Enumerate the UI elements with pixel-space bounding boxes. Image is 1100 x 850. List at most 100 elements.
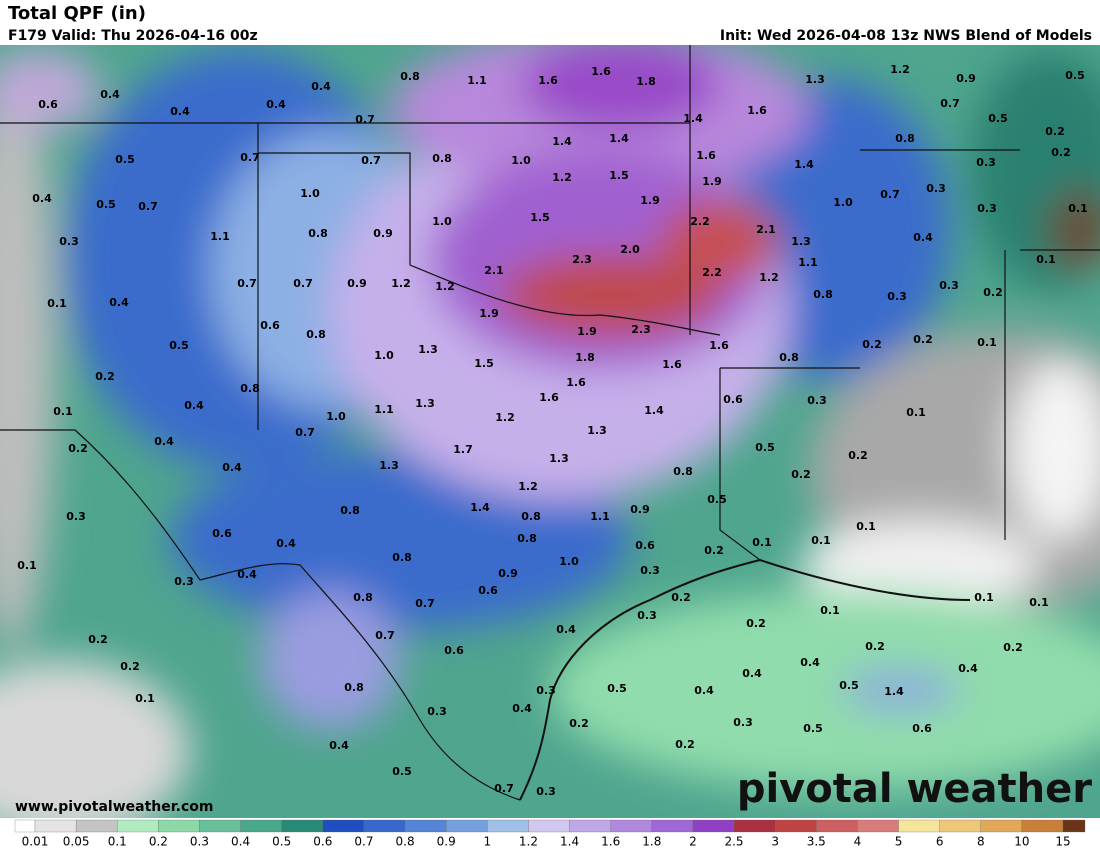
qpf-label: 0.6 <box>478 584 498 597</box>
qpf-label: 1.5 <box>609 169 629 182</box>
colorbar-tick-label: 2 <box>689 835 697 849</box>
qpf-label: 0.4 <box>266 98 286 111</box>
qpf-label: 1.2 <box>759 271 779 284</box>
logo: pivotal weather <box>737 766 1092 812</box>
qpf-label: 0.2 <box>671 591 691 604</box>
qpf-label: 1.6 <box>591 65 611 78</box>
colorbar-tick-label: 0.1 <box>108 835 127 849</box>
qpf-label: 2.3 <box>631 323 651 336</box>
qpf-label: 0.7 <box>240 151 260 164</box>
colorbar-tick-label: 0.7 <box>354 835 373 849</box>
qpf-label: 0.3 <box>939 279 959 292</box>
qpf-label: 0.5 <box>115 153 135 166</box>
colorbar-tick-label: 5 <box>895 835 903 849</box>
qpf-label: 1.3 <box>805 73 825 86</box>
qpf-label: 0.2 <box>791 468 811 481</box>
qpf-label: 0.8 <box>344 681 364 694</box>
qpf-label: 0.7 <box>361 154 381 167</box>
qpf-label: 0.4 <box>184 399 204 412</box>
colorbar-segment <box>446 819 488 833</box>
qpf-label: 0.2 <box>704 544 724 557</box>
qpf-label: 0.5 <box>96 198 116 211</box>
qpf-label: 0.4 <box>32 192 52 205</box>
qpf-label: 0.3 <box>637 609 657 622</box>
qpf-label: 1.4 <box>884 685 904 698</box>
colorbar-tick-label: 1 <box>483 835 491 849</box>
qpf-label: 0.1 <box>977 336 997 349</box>
qpf-label: 0.6 <box>635 539 655 552</box>
qpf-label: 0.2 <box>88 633 108 646</box>
qpf-label: 0.3 <box>640 564 660 577</box>
qpf-label: 1.2 <box>518 480 538 493</box>
colorbar-tick-label: 15 <box>1055 835 1070 849</box>
website[interactable]: www.pivotalweather.com <box>15 799 214 815</box>
qpf-label: 1.1 <box>210 230 230 243</box>
qpf-label: 0.2 <box>95 370 115 383</box>
colorbar-segment <box>322 819 365 833</box>
qpf-label: 0.5 <box>755 441 775 454</box>
colorbar-tick-label: 0.3 <box>190 835 209 849</box>
qpf-label: 1.2 <box>552 171 572 184</box>
qpf-label: 0.5 <box>839 679 859 692</box>
qpf-label: 0.2 <box>1051 146 1071 159</box>
qpf-label: 1.0 <box>326 410 346 423</box>
qpf-label: 1.9 <box>702 175 722 188</box>
qpf-label: 1.0 <box>559 555 579 568</box>
qpf-label: 1.1 <box>798 256 818 269</box>
qpf-label: 0.1 <box>974 591 994 604</box>
qpf-label: 0.9 <box>498 567 518 580</box>
qpf-label: 0.3 <box>536 785 556 798</box>
init-time: Init: Wed 2026-04-08 13z NWS Blend of Mo… <box>720 28 1092 44</box>
qpf-label: 0.2 <box>865 640 885 653</box>
qpf-label: 0.1 <box>811 534 831 547</box>
qpf-label: 0.3 <box>807 394 827 407</box>
qpf-label: 0.3 <box>59 235 79 248</box>
qpf-label: 0.4 <box>512 702 532 715</box>
qpf-label: 0.8 <box>779 351 799 364</box>
qpf-label: 0.8 <box>240 382 260 395</box>
qpf-label: 0.1 <box>1036 253 1056 266</box>
qpf-label: 1.3 <box>549 452 569 465</box>
colorbar-segment <box>75 819 118 833</box>
qpf-label: 0.4 <box>329 739 349 752</box>
qpf-label: 0.3 <box>977 202 997 215</box>
colorbar-segment <box>980 819 1023 833</box>
qpf-label: 0.4 <box>913 231 933 244</box>
qpf-label: 0.5 <box>169 339 189 352</box>
qpf-label: 0.7 <box>940 97 960 110</box>
colorbar-segment <box>487 819 529 833</box>
qpf-label: 1.4 <box>794 158 814 171</box>
qpf-label: 0.6 <box>212 527 232 540</box>
qpf-label: 1.4 <box>552 135 572 148</box>
qpf-label: 0.8 <box>432 152 452 165</box>
qpf-label: 0.7 <box>375 629 395 642</box>
colorbar-segment <box>240 819 282 833</box>
qpf-label: 0.6 <box>444 644 464 657</box>
colorbar-segment <box>199 819 241 833</box>
qpf-label: 0.2 <box>120 660 140 673</box>
qpf-label: 0.5 <box>1065 69 1085 82</box>
qpf-label: 1.6 <box>539 391 559 404</box>
colorbar-segment <box>528 819 570 833</box>
qpf-label: 1.7 <box>453 443 473 456</box>
qpf-label: 1.0 <box>511 154 531 167</box>
qpf-label: 0.8 <box>673 465 693 478</box>
colorbar-segment <box>939 819 981 833</box>
colorbar-segment <box>733 819 776 833</box>
qpf-label: 0.8 <box>306 328 326 341</box>
qpf-label: 1.6 <box>747 104 767 117</box>
qpf-label: 1.1 <box>590 510 610 523</box>
qpf-label: 2.0 <box>620 243 640 256</box>
qpf-label: 0.3 <box>536 684 556 697</box>
qpf-label: 1.6 <box>662 358 682 371</box>
colorbar-tick-label: 1.6 <box>601 835 620 849</box>
qpf-label: 0.5 <box>988 112 1008 125</box>
qpf-label: 0.9 <box>956 72 976 85</box>
qpf-label: 0.8 <box>517 532 537 545</box>
colorbar-segment <box>651 819 694 833</box>
qpf-label: 0.2 <box>746 617 766 630</box>
qpf-label: 0.4 <box>958 662 978 675</box>
qpf-label: 0.4 <box>170 105 190 118</box>
qpf-label: 0.7 <box>355 113 375 126</box>
